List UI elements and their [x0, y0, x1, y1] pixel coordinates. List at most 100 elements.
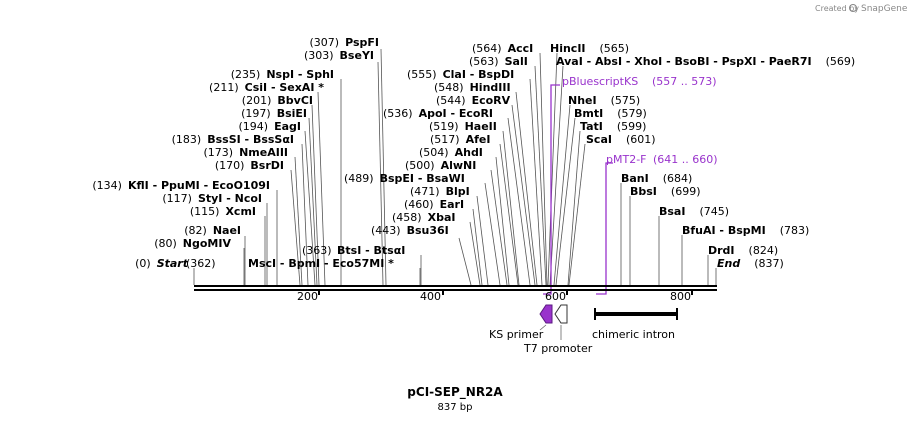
site-name: End [717, 257, 740, 270]
site-xbai[interactable]: (458) XbaI [392, 211, 455, 224]
site-end[interactable]: End (837) [717, 257, 784, 270]
site-csii[interactable]: CsiI - SexAI * (211) [209, 81, 324, 94]
primer-pMT2-F-marker[interactable] [596, 162, 613, 295]
credit-brand: SnapGene [861, 4, 908, 14]
site-position: (82) [184, 224, 207, 237]
site-position: (565) [600, 42, 630, 55]
site-connectors [193, 48, 717, 286]
site-position: (80) [154, 237, 177, 250]
t7-promoter-label: T7 promoter [523, 342, 593, 355]
primer-pBluescriptKS-range: (557 .. 573) [652, 75, 717, 88]
ks-primer-feature-arrow[interactable] [539, 304, 553, 324]
site-position: (599) [617, 120, 647, 133]
site-hindiii[interactable]: (548) HindIII [434, 81, 511, 94]
credit-prefix: Created by [815, 4, 859, 13]
site-position: (115) [190, 205, 220, 218]
map-title: pCI-SEP_NR2A [407, 385, 503, 400]
site-bsu36i[interactable]: (443) Bsu36I [371, 224, 449, 237]
site-btsi[interactable]: (363) BtsI - BtsαI [302, 244, 405, 257]
site-haeii[interactable]: (519) HaeII [429, 120, 497, 133]
primer-pMT2-F-name[interactable]: pMT2-F [606, 153, 647, 166]
site-name: BssSI - BssSαI [207, 133, 294, 146]
site-naei[interactable]: NaeI (82) [184, 224, 241, 237]
site-name: AfeI [466, 133, 491, 146]
site-alwni[interactable]: (500) AlwNI [405, 159, 476, 172]
site-position: (471) [410, 185, 440, 198]
backbone-bottom-strand [194, 289, 717, 291]
site-bsssi[interactable]: BssSI - BssSαI (183) [172, 133, 294, 146]
site-eari[interactable]: (460) EarI [404, 198, 464, 211]
site-position: (303) [304, 49, 334, 62]
site-scai[interactable]: ScaI (601) [586, 133, 656, 146]
site-position: (564) [472, 42, 502, 55]
site-position: (194) [239, 120, 269, 133]
site-name: BanI [621, 172, 649, 185]
site-name: SalI [505, 55, 528, 68]
chimeric-intron-feature-bar[interactable] [594, 308, 678, 320]
primer-pBluescriptKS-marker[interactable] [543, 84, 560, 295]
site-bfuai[interactable]: BfuAI - BspMI (783) [682, 224, 809, 237]
site-position: (307) [310, 36, 340, 49]
site-ngomiv[interactable]: NgoMIV (80) [154, 237, 231, 250]
site-bseyi[interactable]: BseYI (303) [304, 49, 374, 62]
site-position: (684) [663, 172, 693, 185]
site-acci[interactable]: (564) AccI [472, 42, 533, 55]
site-bspei[interactable]: (489) BspEI - BsaWI [344, 172, 465, 185]
site-kfli[interactable]: KflI - PpuMI - EcoO109I (134) [92, 179, 270, 192]
site-tati[interactable]: TatI (599) [580, 120, 646, 133]
site-drdi[interactable]: DrdI (824) [708, 244, 778, 257]
tick-label-800: 800 [670, 290, 691, 303]
site-pspfi[interactable]: PspFI (307) [310, 36, 380, 49]
site-bsiei[interactable]: BsiEI (197) [241, 107, 307, 120]
site-position: (824) [749, 244, 779, 257]
primer-pBluescriptKS-name[interactable]: pBluescriptKS [562, 75, 638, 88]
site-name: StyI - NcoI [198, 192, 262, 205]
site-name: BlpI [446, 185, 470, 198]
site-apoi[interactable]: (536) ApoI - EcoRI [383, 107, 493, 120]
site-ahdi[interactable]: (504) AhdI [419, 146, 483, 159]
t7-promoter-feature-arrow[interactable] [554, 304, 568, 324]
site-name: AlwNI [441, 159, 477, 172]
site-bmti[interactable]: BmtI (579) [574, 107, 647, 120]
site-msci[interactable]: (362) MscI - BpmI - Eco57MI * [186, 257, 394, 270]
site-bbsi[interactable]: BbsI (699) [630, 185, 701, 198]
site-avai[interactable]: AvaI - AbsI - XhoI - BsoBI - PspXI - Pae… [556, 55, 855, 68]
site-name: BsrDI [250, 159, 284, 172]
site-name: BsiEI [277, 107, 307, 120]
site-nhei[interactable]: NheI (575) [568, 94, 640, 107]
site-xcmi[interactable]: XcmI (115) [190, 205, 256, 218]
site-position: (519) [429, 120, 459, 133]
site-styi[interactable]: StyI - NcoI (117) [162, 192, 262, 205]
site-sali[interactable]: (563) SalI [469, 55, 528, 68]
site-nspi[interactable]: NspI - SphI (235) [231, 68, 334, 81]
site-name: BbsI [630, 185, 657, 198]
site-position: (201) [242, 94, 272, 107]
site-name: MscI - BpmI - Eco57MI * [248, 257, 394, 270]
site-bbvci[interactable]: BbvCI (201) [242, 94, 313, 107]
site-name: BspEI - BsaWI [380, 172, 465, 185]
ks-primer-connector [539, 324, 547, 331]
site-name: BmtI [574, 107, 603, 120]
site-position: (362) [186, 257, 216, 270]
site-bani[interactable]: BanI (684) [621, 172, 692, 185]
site-name: Start [157, 257, 189, 270]
site-name: CsiI - SexAI * [245, 81, 325, 94]
site-eagi[interactable]: EagI (194) [239, 120, 302, 133]
site-hincii[interactable]: HincII (565) [550, 42, 629, 55]
site-name: AhdI [455, 146, 483, 159]
site-bsrdi[interactable]: BsrDI (170) [215, 159, 284, 172]
site-clai[interactable]: (555) ClaI - BspDI [407, 68, 514, 81]
site-afei[interactable]: (517) AfeI [430, 133, 490, 146]
site-position: (134) [92, 179, 122, 192]
site-ecorv[interactable]: (544) EcoRV [436, 94, 511, 107]
site-name: EcoRV [472, 94, 511, 107]
site-position: (170) [215, 159, 245, 172]
site-nmeaiii[interactable]: NmeAIII (173) [203, 146, 288, 159]
site-name: HindIII [470, 81, 511, 94]
site-name: BfuAI - BspMI [682, 224, 766, 237]
site-blpi[interactable]: (471) BlpI [410, 185, 470, 198]
site-position: (548) [434, 81, 464, 94]
site-start[interactable]: Start (0) [135, 257, 189, 270]
site-bsai[interactable]: BsaI (745) [659, 205, 729, 218]
